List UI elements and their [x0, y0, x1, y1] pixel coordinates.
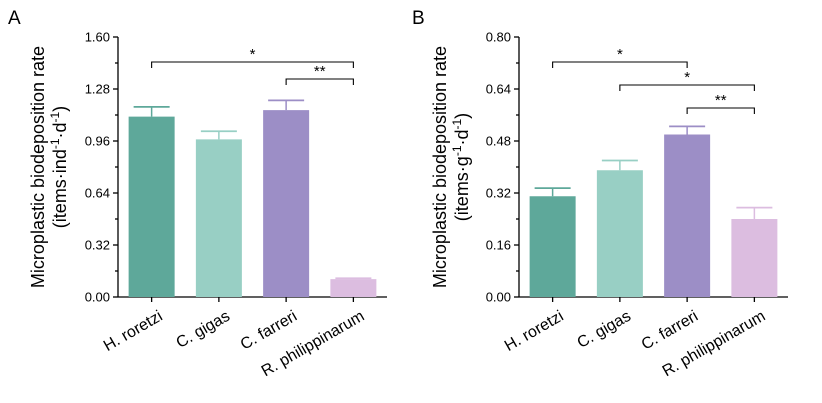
y-axis-label-text: ) [452, 113, 472, 119]
y-axis-label-superscript: -1 [48, 138, 62, 149]
y-axis-label-text: (items·ind [50, 149, 70, 228]
y-tick-label: 0.16 [486, 238, 511, 253]
x-tick-label: H. roretzi [502, 308, 567, 355]
x-tick-label: C. gigas [575, 308, 634, 352]
y-axis-label: Microplastic biodeposition rate (items·in… [28, 46, 70, 288]
y-axis-label-text: ) [50, 106, 70, 112]
y-axis-label-superscript: -1 [48, 111, 62, 122]
y-tick-label: 0.64 [486, 82, 511, 97]
y-tick-label: 0.80 [486, 30, 511, 45]
significance-bracket [552, 61, 688, 68]
y-axis-label-main: Microplastic biodeposition rate [430, 46, 450, 288]
y-axis-label-unit: (items·g-1·d-1) [450, 113, 472, 221]
y-tick-label: 0.64 [85, 186, 110, 201]
x-tick-label: H. roretzi [101, 308, 166, 355]
significance-label: * [617, 46, 623, 63]
y-tick-label: 0.32 [85, 238, 110, 253]
y-tick-label: 0.96 [85, 134, 110, 149]
chart-panel-a: A Microplastic biodeposition rate (items·i… [8, 8, 387, 380]
significance-label: ** [314, 63, 326, 80]
x-tick-label: C. gigas [174, 308, 233, 352]
panel-label: A [8, 8, 21, 29]
significance-bracket [686, 107, 755, 114]
y-axis-label-text: ·d [452, 129, 472, 145]
y-tick-label: 0.00 [486, 290, 511, 305]
y-tick-label: 1.60 [85, 30, 110, 45]
bar [128, 116, 175, 297]
y-axis-label-unit: (items·ind-1·d-1) [48, 106, 70, 228]
significance-bracket [619, 84, 755, 91]
y-tick-label: 0.32 [486, 186, 511, 201]
significance-bracket [285, 78, 354, 85]
bar [330, 279, 377, 297]
y-axis-label-text: ·d [50, 122, 70, 138]
bar [731, 219, 778, 297]
bar [664, 134, 711, 297]
bar [195, 139, 242, 297]
y-axis-label-superscript: -1 [450, 145, 464, 156]
significance-label: * [684, 69, 690, 86]
y-tick-label: 0.48 [486, 134, 511, 149]
panel-label: B [412, 8, 425, 29]
y-tick-label: 1.28 [85, 82, 110, 97]
y-axis-label-superscript: -1 [450, 118, 464, 129]
significance-label: ** [715, 92, 727, 109]
y-axis-label-text: (items·g [452, 156, 472, 221]
significance-label: * [250, 46, 256, 63]
significance-bracket [151, 61, 354, 68]
bar [263, 110, 310, 297]
y-axis-label-main: Microplastic biodeposition rate [28, 46, 48, 288]
y-tick-label: 0.00 [85, 290, 110, 305]
bar [596, 170, 643, 297]
y-axis-label: Microplastic biodeposition rate (items·g-… [430, 46, 472, 288]
bar [529, 196, 576, 297]
